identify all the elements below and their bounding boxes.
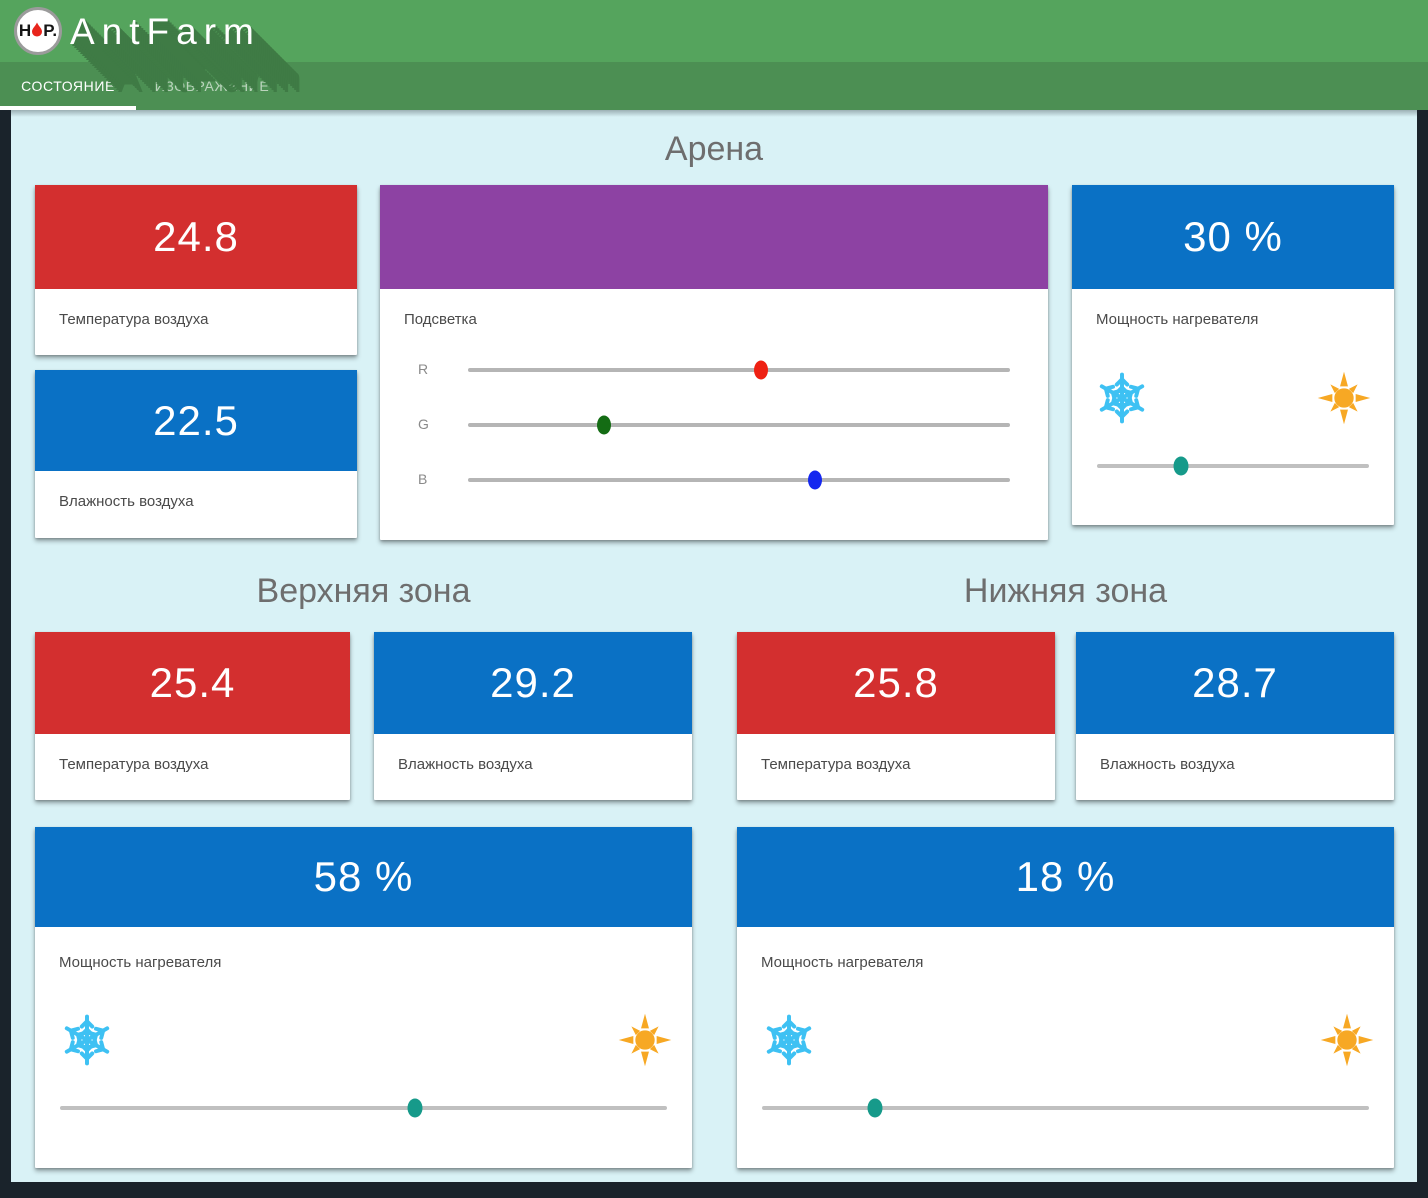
heater-power-panel: 58 %	[35, 827, 692, 927]
temperature-value: 25.4	[149, 659, 236, 706]
slider-track[interactable]	[762, 1106, 1369, 1110]
temperature-value: 25.8	[853, 659, 939, 706]
light-channel-green: G	[418, 415, 1010, 435]
card-body: Влажность воздуха	[1076, 734, 1394, 800]
slider-track[interactable]	[1097, 464, 1369, 468]
green-slider-thumb[interactable]	[596, 415, 611, 435]
heater-label: Мощность нагревателя	[761, 954, 924, 971]
heater-slider-thumb[interactable]	[1173, 456, 1189, 476]
humidity-value-panel: 22.5	[35, 370, 357, 471]
snowflake-icon	[59, 1012, 115, 1068]
section-title-arena: Арена	[664, 130, 764, 168]
card-body: Температура воздуха	[35, 289, 357, 355]
heater-power-value: 18 %	[1015, 853, 1116, 900]
humidity-value-panel: 29.2	[374, 632, 692, 734]
section-title-upper-zone: Верхняя зона	[256, 572, 471, 610]
card-arena-temperature: 24.8 Температура воздуха	[35, 185, 357, 355]
heater-power-slider[interactable]	[762, 1098, 1369, 1118]
app-header: H P. AntFarm	[0, 0, 1428, 62]
humidity-label: Влажность воздуха	[59, 493, 194, 510]
heater-power-panel: 18 %	[737, 827, 1394, 927]
blue-channel-slider[interactable]	[468, 470, 1010, 490]
temperature-label: Температура воздуха	[59, 756, 209, 773]
card-body: Мощность нагревателя	[35, 927, 692, 1168]
humidity-label: Влажность воздуха	[1100, 756, 1235, 773]
card-arena-light: Подсветка R G B	[380, 185, 1048, 540]
humidity-value: 29.2	[490, 659, 576, 706]
slider-track[interactable]	[468, 368, 1010, 372]
red-slider-thumb[interactable]	[753, 360, 768, 380]
card-body: Влажность воздуха	[374, 734, 692, 800]
tab-bar: СОСТОЯНИЕ ИЗОБРАЖЕНИЕ	[0, 62, 1428, 110]
heater-power-slider[interactable]	[1097, 456, 1369, 476]
tab-image[interactable]: ИЗОБРАЖЕНИЕ	[154, 78, 270, 94]
sun-icon	[1316, 370, 1372, 426]
card-arena-humidity: 22.5 Влажность воздуха	[35, 370, 357, 538]
light-channel-blue: B	[418, 470, 1010, 490]
snowflake-icon	[1094, 370, 1150, 426]
humidity-value-panel: 28.7	[1076, 632, 1394, 734]
section-title-lower-zone: Нижняя зона	[963, 572, 1168, 610]
green-channel-slider[interactable]	[468, 415, 1010, 435]
humidity-label: Влажность воздуха	[398, 756, 533, 773]
heater-label: Мощность нагревателя	[1096, 311, 1259, 328]
humidity-value: 28.7	[1192, 659, 1278, 706]
card-body: Температура воздуха	[737, 734, 1055, 800]
heater-label: Мощность нагревателя	[59, 954, 222, 971]
app-title: AntFarm	[70, 11, 261, 52]
temperature-value-panel: 25.4	[35, 632, 350, 734]
channel-label-b: B	[418, 471, 428, 487]
app-logo: H P.	[14, 7, 62, 55]
card-body: Мощность нагревателя	[737, 927, 1394, 1168]
channel-label-r: R	[418, 361, 429, 377]
heater-slider-thumb[interactable]	[867, 1098, 883, 1118]
card-body: Температура воздуха	[35, 734, 350, 800]
logo-letter-p: P.	[43, 21, 58, 40]
heater-icon-row	[737, 1012, 1394, 1068]
slider-track[interactable]	[468, 478, 1010, 482]
card-upper-heater: 58 % Мощность нагревателя	[35, 827, 692, 1168]
heater-slider-thumb[interactable]	[407, 1098, 423, 1118]
heater-power-value: 30 %	[1183, 213, 1283, 260]
tab-status[interactable]: СОСТОЯНИЕ	[0, 62, 136, 110]
channel-label-g: G	[418, 416, 429, 432]
temperature-value: 24.8	[153, 213, 239, 260]
card-arena-heater: 30 % Мощность нагревателя	[1072, 185, 1394, 525]
sun-icon	[1319, 1012, 1375, 1068]
main-content: Арена 24.8 Температура воздуха 22.5 Влаж…	[11, 110, 1417, 1182]
card-body: Мощность нагревателя	[1072, 289, 1394, 525]
temperature-label: Температура воздуха	[59, 311, 209, 328]
drop-icon	[32, 22, 43, 42]
card-lower-heater: 18 % Мощность нагревателя	[737, 827, 1394, 1168]
heater-icon-row	[1072, 370, 1394, 426]
red-channel-slider[interactable]	[468, 360, 1010, 380]
card-body: Влажность воздуха	[35, 471, 357, 538]
sun-icon	[617, 1012, 673, 1068]
card-upper-humidity: 29.2 Влажность воздуха	[374, 632, 692, 800]
slider-track[interactable]	[60, 1106, 667, 1110]
heater-icon-row	[35, 1012, 692, 1068]
card-body: Подсветка R G B	[380, 289, 1048, 540]
card-lower-temperature: 25.8 Температура воздуха	[737, 632, 1055, 800]
slider-track[interactable]	[468, 423, 1010, 427]
card-upper-temperature: 25.4 Температура воздуха	[35, 632, 350, 800]
snowflake-icon	[761, 1012, 817, 1068]
blue-slider-thumb[interactable]	[807, 470, 822, 490]
light-color-preview	[380, 185, 1048, 289]
heater-power-panel: 30 %	[1072, 185, 1394, 289]
temperature-value-panel: 24.8	[35, 185, 357, 289]
logo-letter-h: H	[18, 21, 32, 40]
heater-power-value: 58 %	[313, 853, 414, 900]
light-channel-red: R	[418, 360, 1010, 380]
humidity-value: 22.5	[153, 396, 239, 444]
temperature-label: Температура воздуха	[761, 756, 911, 773]
light-label: Подсветка	[404, 311, 477, 328]
card-lower-humidity: 28.7 Влажность воздуха	[1076, 632, 1394, 800]
temperature-value-panel: 25.8	[737, 632, 1055, 734]
heater-power-slider[interactable]	[60, 1098, 667, 1118]
